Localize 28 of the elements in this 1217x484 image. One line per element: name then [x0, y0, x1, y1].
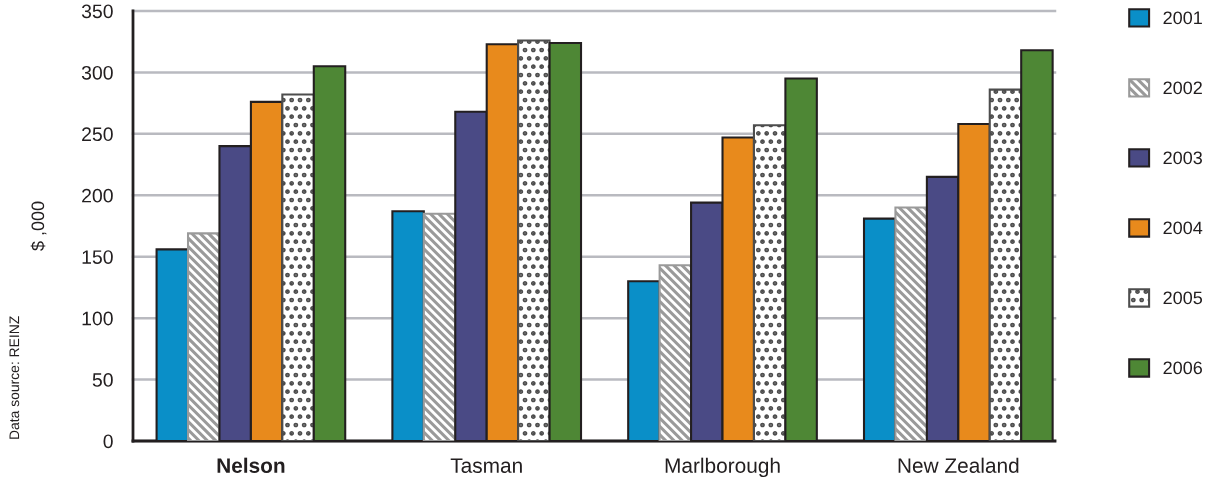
x-tick-label: Tasman — [450, 458, 522, 473]
bar — [752, 124, 787, 441]
x-tick-label: Nelson — [217, 457, 285, 473]
legend-label: 2001 — [1163, 11, 1202, 25]
y-tick-label: 150 — [82, 250, 113, 264]
source-note: Data source: REINZ — [9, 316, 20, 439]
bar — [658, 264, 693, 441]
y-tick-label: 0 — [103, 434, 113, 449]
x-tick-label: New Zealand — [898, 457, 1019, 473]
y-tick-label: 50 — [92, 373, 113, 387]
y-tick-label: 200 — [82, 188, 113, 203]
bar — [186, 232, 221, 441]
bar — [422, 212, 457, 441]
bar — [894, 206, 928, 441]
legend-label: 2004 — [1163, 221, 1203, 235]
legend-label: 2005 — [1163, 291, 1203, 305]
y-tick-label: 350 — [81, 4, 113, 19]
legend-label: 2006 — [1163, 361, 1202, 375]
y-tick-label: 100 — [82, 311, 113, 326]
bar — [281, 93, 315, 441]
legend-label: 2003 — [1163, 151, 1202, 165]
bar — [517, 39, 551, 441]
legend-label: 2002 — [1163, 81, 1202, 95]
y-tick-label: 250 — [82, 127, 113, 142]
y-tick-label: 300 — [81, 65, 113, 80]
x-tick-label: Marlborough — [665, 457, 780, 478]
y-axis-title: $ ,000 — [30, 201, 47, 251]
bar — [988, 88, 1023, 441]
